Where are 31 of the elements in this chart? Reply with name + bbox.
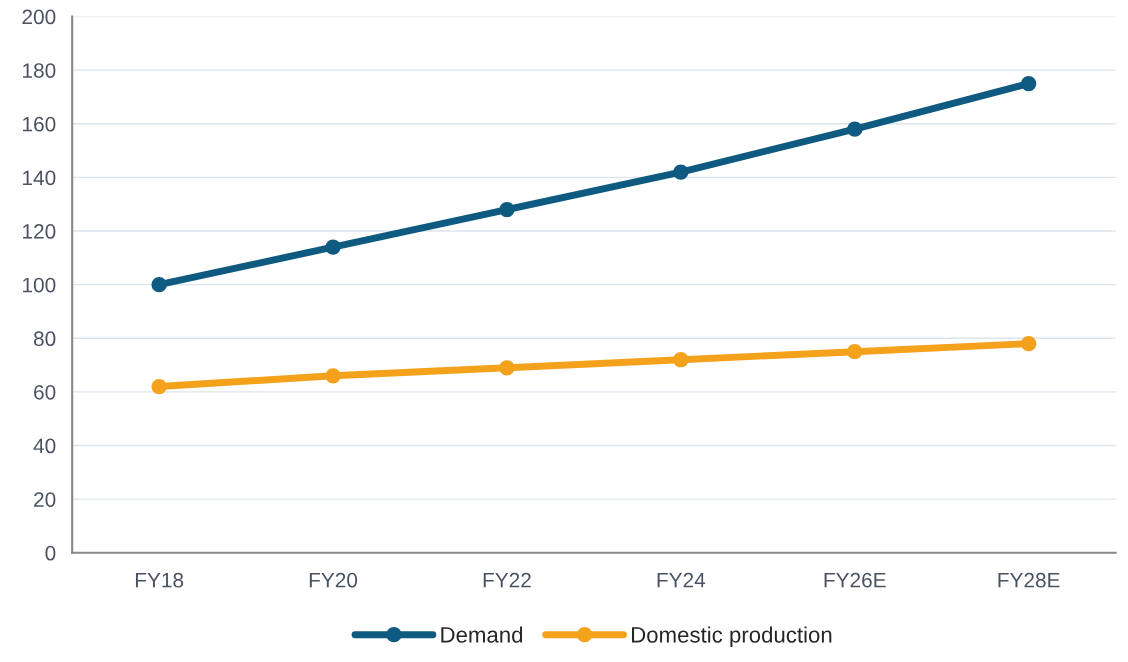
x-tick-label: FY22 xyxy=(483,572,531,588)
point xyxy=(151,378,167,395)
x-tick-label: FY26E xyxy=(824,572,886,588)
point xyxy=(847,344,863,360)
y-tick-label: 200 xyxy=(22,9,56,25)
point xyxy=(673,164,689,180)
point xyxy=(499,201,515,218)
y-tick-label: 180 xyxy=(23,63,56,78)
legend-label: Domestic production xyxy=(631,626,832,648)
y-tick-label: 20 xyxy=(34,492,56,507)
point xyxy=(673,352,689,368)
y-tick-label: 100 xyxy=(23,277,56,293)
point xyxy=(325,239,341,255)
y-tick-label: 40 xyxy=(33,438,56,454)
point xyxy=(499,360,515,376)
legend-label: Demand xyxy=(441,626,523,643)
point xyxy=(847,121,863,137)
y-tick-label: 0 xyxy=(45,545,56,561)
x-tick-label: FY28E xyxy=(998,572,1060,588)
x-tick-label: FY24 xyxy=(657,572,706,588)
y-tick-label: 80 xyxy=(33,331,56,347)
point xyxy=(151,277,167,293)
x-tick-label: FY20 xyxy=(309,572,358,588)
point xyxy=(1021,75,1037,92)
y-tick-label: 140 xyxy=(23,170,56,186)
y-tick-label: 160 xyxy=(23,116,56,132)
y-tick-label: 120 xyxy=(23,224,56,239)
y-tick-label: 60 xyxy=(34,384,56,400)
point xyxy=(325,368,341,384)
point xyxy=(1021,336,1037,352)
x-tick-label: FY18 xyxy=(135,572,184,588)
